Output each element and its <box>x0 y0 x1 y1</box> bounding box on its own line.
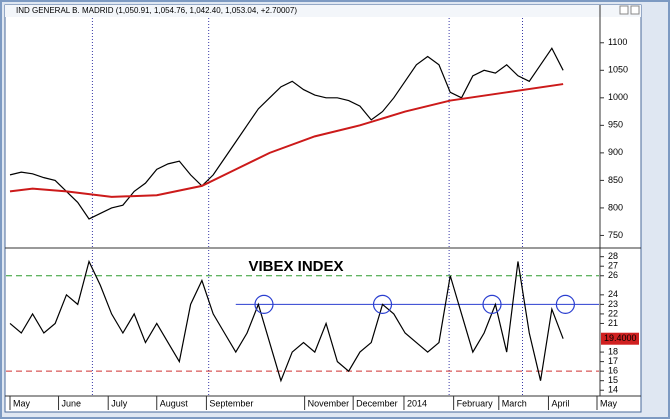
y-tick-label: 900 <box>608 147 623 157</box>
y-tick-label: 14 <box>608 385 618 395</box>
y-tick-label: 23 <box>608 299 618 309</box>
x-tick-label: June <box>62 398 82 408</box>
last-value-label: 19.4000 <box>604 333 637 343</box>
title-bar <box>5 5 641 17</box>
y-tick-label: 850 <box>608 175 623 185</box>
x-tick-label: November <box>308 398 350 408</box>
window-button[interactable] <box>630 5 640 15</box>
x-tick-label: December <box>356 398 398 408</box>
x-tick-label: 2014 <box>407 398 427 408</box>
series-line <box>9 47 564 220</box>
x-tick-label: May <box>13 398 31 408</box>
highlight-circle <box>372 294 393 314</box>
highlight-circle <box>254 294 274 314</box>
x-tick-label: April <box>551 398 569 408</box>
y-tick-label: 16 <box>608 366 618 376</box>
window-button[interactable] <box>619 5 629 15</box>
y-tick-label: 21 <box>608 318 618 328</box>
series-line <box>9 83 564 198</box>
y-tick-label: 17 <box>608 356 618 366</box>
y-tick-label: 26 <box>608 270 618 280</box>
y-tick-label: 22 <box>608 308 618 318</box>
x-tick-label: September <box>209 398 253 408</box>
highlight-circle <box>482 294 502 314</box>
last-value-box <box>601 332 639 345</box>
x-tick-label: August <box>160 398 189 408</box>
x-tick-label: March <box>502 398 527 408</box>
series-line <box>9 259 564 383</box>
chart-title: IND GENERAL B. MADRID (1,050.91, 1,054.7… <box>16 6 297 15</box>
x-tick-label: May <box>600 398 618 408</box>
y-tick-label: 1000 <box>608 92 628 102</box>
y-tick-label: 28 <box>608 251 618 261</box>
y-tick-label: 800 <box>608 202 623 212</box>
y-tick-label: 15 <box>608 375 618 385</box>
x-tick-label: July <box>111 398 128 408</box>
y-tick-label: 18 <box>608 346 618 356</box>
y-tick-label: 950 <box>608 120 623 130</box>
y-tick-label: 1050 <box>608 65 628 75</box>
y-tick-label: 24 <box>608 289 618 299</box>
y-tick-label: 27 <box>608 261 618 271</box>
y-tick-label: 1100 <box>608 37 627 47</box>
y-tick-label: 750 <box>608 230 623 240</box>
x-tick-label: February <box>457 398 494 408</box>
annotation: VIBEX INDEX <box>248 258 343 275</box>
highlight-circle <box>555 294 575 314</box>
